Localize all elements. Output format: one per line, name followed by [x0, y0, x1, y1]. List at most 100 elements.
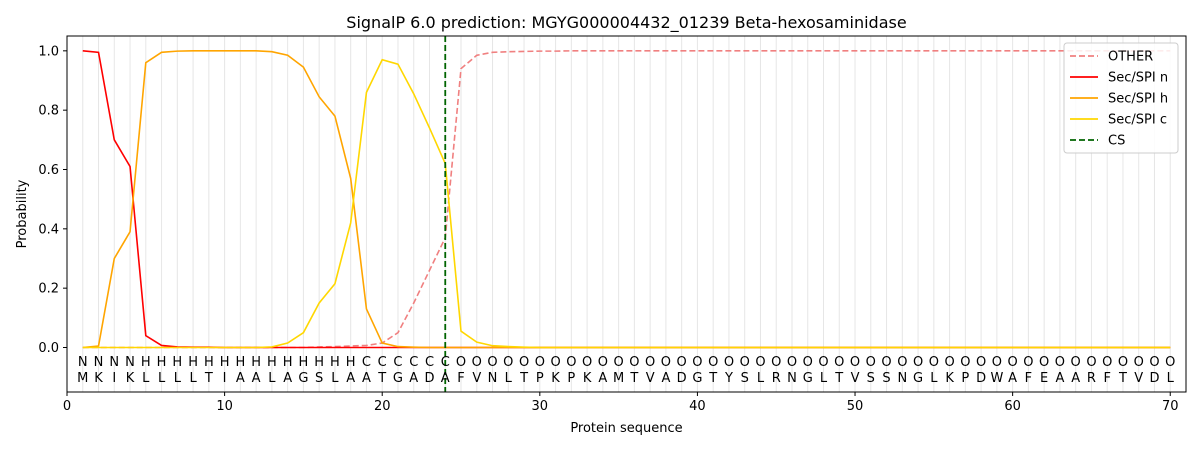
region-label: O [1071, 355, 1081, 370]
region-label: H [204, 355, 214, 370]
x-tick-label: 20 [374, 399, 391, 414]
plot-frame [66, 35, 1187, 393]
residue-letter: L [158, 371, 166, 386]
residue-letter: F [1025, 371, 1032, 386]
residue-letter: P [961, 371, 969, 386]
residue-letter: G [803, 371, 813, 386]
residue-letter: T [377, 371, 386, 386]
region-label: O [929, 355, 939, 370]
legend-label: Sec/SPI c [1108, 113, 1167, 128]
region-label: O [1023, 355, 1033, 370]
region-label: H [314, 355, 324, 370]
region-label: H [330, 355, 340, 370]
series-line-sec-spi-h [82, 50, 1171, 349]
x-tick-label: 30 [532, 399, 549, 414]
y-axis: 0.0 0.2 0.4 0.6 0.8 1.0 [38, 44, 67, 356]
residue-letter: A [1071, 371, 1080, 386]
residue-letter: L [174, 371, 182, 386]
series-line-sec-spi-c [82, 58, 1171, 349]
region-label: O [787, 355, 797, 370]
x-axis: 0 10 20 30 40 50 60 70 [63, 392, 1179, 414]
region-label: O [598, 355, 608, 370]
residue-letter: L [331, 371, 339, 386]
residue-letter: S [867, 371, 875, 386]
residue-letter: F [1103, 371, 1110, 386]
residue-letter: W [990, 371, 1003, 386]
residue-letter: P [536, 371, 544, 386]
region-label: O [456, 355, 466, 370]
region-label: C [378, 355, 387, 370]
residue-letter: L [930, 371, 938, 386]
region-label: O [582, 355, 592, 370]
residue-letter: T [629, 371, 638, 386]
region-label: O [487, 355, 497, 370]
sequence-annotation: NMNKNINKHLHLHLHLHTHIHAHAHLHAHGHSHLHACACT… [77, 355, 1175, 386]
residue-letter: A [598, 371, 607, 386]
residue-letter: A [409, 371, 418, 386]
region-label: C [409, 355, 418, 370]
legend-label: CS [1108, 134, 1125, 149]
region-label: O [881, 355, 891, 370]
region-label: O [645, 355, 655, 370]
residue-letter: E [1040, 371, 1048, 386]
y-axis-title: Probability [15, 179, 30, 248]
region-label: O [944, 355, 954, 370]
region-label: O [1008, 355, 1018, 370]
residue-letter: D [1149, 371, 1159, 386]
residue-letter: T [834, 371, 843, 386]
region-label: H [235, 355, 245, 370]
residue-letter: S [882, 371, 890, 386]
region-label: N [78, 355, 88, 370]
region-label: H [299, 355, 309, 370]
sequence-gridlines [82, 36, 1171, 392]
residue-letter: K [94, 371, 103, 386]
region-label: O [550, 355, 560, 370]
x-axis-title: Protein sequence [570, 421, 682, 436]
residue-letter: F [457, 371, 464, 386]
region-label: C [425, 355, 434, 370]
residue-letter: K [551, 371, 560, 386]
region-label: O [1102, 355, 1112, 370]
residue-letter: A [346, 371, 355, 386]
region-label: O [1165, 355, 1175, 370]
series-line-sec-spi-n [82, 50, 1171, 349]
residue-letter: Y [724, 371, 733, 386]
residue-letter: A [252, 371, 261, 386]
residue-letter: V [472, 371, 481, 386]
region-label: O [1134, 355, 1144, 370]
x-tick-label: 10 [216, 399, 233, 414]
residue-letter: N [488, 371, 498, 386]
region-label: H [188, 355, 198, 370]
region-label: O [834, 355, 844, 370]
residue-letter: N [897, 371, 907, 386]
residue-letter: T [708, 371, 717, 386]
residue-letter: G [913, 371, 923, 386]
region-label: C [362, 355, 371, 370]
region-label: O [503, 355, 513, 370]
residue-letter: T [519, 371, 528, 386]
region-label: H [346, 355, 356, 370]
residue-letter: R [1087, 371, 1096, 386]
residue-letter: I [223, 371, 227, 386]
region-label: O [1039, 355, 1049, 370]
legend-label: OTHER [1108, 50, 1153, 65]
residue-letter: A [236, 371, 245, 386]
region-label: H [251, 355, 261, 370]
residue-letter: M [77, 371, 88, 386]
region-label: N [109, 355, 119, 370]
residue-letter: K [945, 371, 954, 386]
residue-letter: V [851, 371, 860, 386]
x-tick-label: 40 [689, 399, 706, 414]
x-tick-label: 50 [847, 399, 864, 414]
region-label: O [866, 355, 876, 370]
residue-letter: G [298, 371, 308, 386]
residue-letter: A [1055, 371, 1064, 386]
residue-letter: K [583, 371, 592, 386]
residue-letter: I [112, 371, 116, 386]
region-label: C [441, 355, 450, 370]
x-tick-label: 70 [1162, 399, 1179, 414]
residue-letter: G [393, 371, 403, 386]
region-label: O [1118, 355, 1128, 370]
x-tick-label: 0 [63, 399, 71, 414]
